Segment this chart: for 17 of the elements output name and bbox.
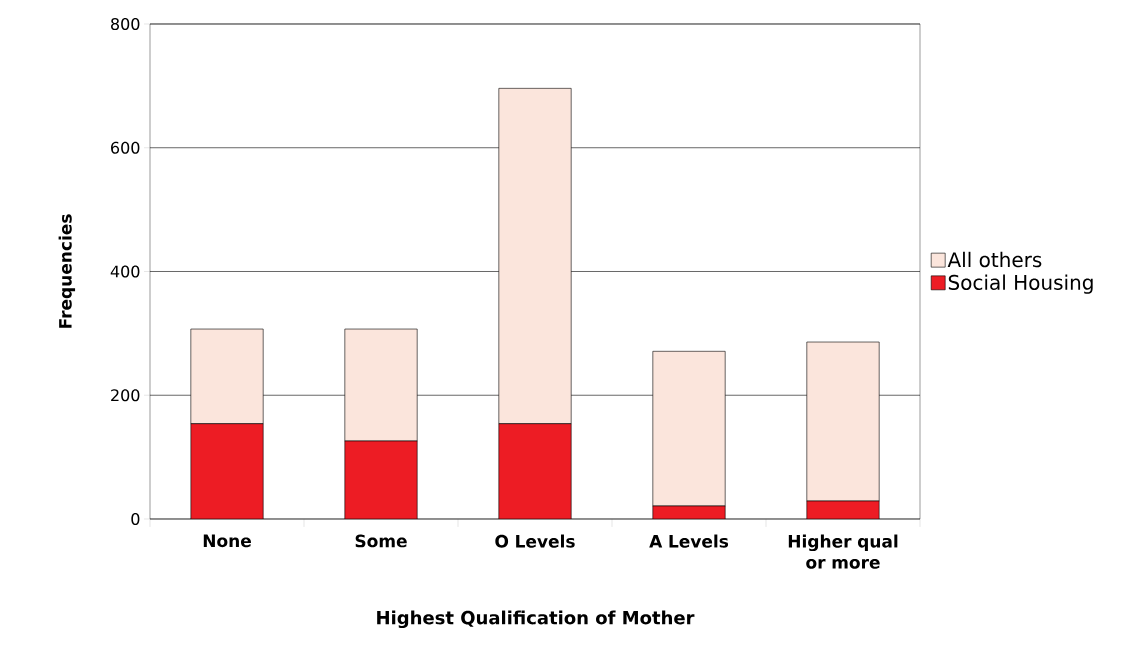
x-tick-label: None	[203, 534, 251, 548]
y-tick-label: 600	[111, 141, 140, 154]
legend-label: Social Housing	[948, 274, 1093, 294]
bar	[498, 423, 572, 519]
y-tick-label: 0	[131, 512, 140, 526]
x-axis-title: Highest Qualification of Mother	[377, 610, 695, 629]
bar	[190, 423, 264, 519]
x-tick-label: Some	[355, 534, 407, 548]
y-tick-label: 800	[111, 17, 140, 31]
x-tick-label: Higher qual or more	[788, 534, 898, 569]
x-tick-label: O Levels	[495, 534, 575, 548]
y-tick-label: 200	[111, 389, 140, 402]
bar	[344, 440, 418, 519]
y-tick-label: 400	[110, 265, 140, 278]
y-axis-title: Frequencies	[58, 214, 76, 328]
x-tick-label: A Levels	[649, 534, 729, 548]
legend-label: All others	[947, 251, 1042, 268]
